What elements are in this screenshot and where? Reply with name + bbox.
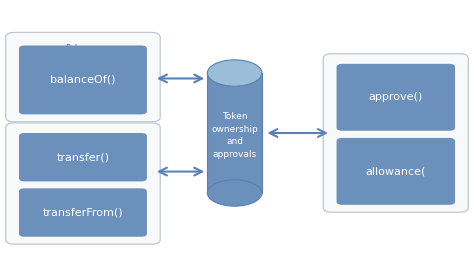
- Ellipse shape: [207, 180, 262, 206]
- FancyBboxPatch shape: [19, 133, 147, 181]
- FancyBboxPatch shape: [6, 32, 160, 122]
- FancyBboxPatch shape: [337, 138, 455, 205]
- Text: transferFrom(): transferFrom(): [43, 207, 123, 218]
- FancyBboxPatch shape: [19, 45, 147, 114]
- FancyBboxPatch shape: [6, 123, 160, 244]
- Text: Transfers: Transfers: [65, 134, 100, 143]
- Ellipse shape: [207, 60, 262, 86]
- Text: balanceOf(): balanceOf(): [50, 75, 116, 85]
- Text: Token
ownership
and
approvals: Token ownership and approvals: [211, 113, 258, 159]
- Text: Transfers: Transfers: [378, 65, 413, 74]
- Text: Balances: Balances: [66, 44, 100, 53]
- FancyBboxPatch shape: [19, 188, 147, 237]
- Text: transfer(): transfer(): [56, 152, 109, 162]
- Text: allowance(: allowance(: [365, 166, 426, 176]
- Text: approve(): approve(): [369, 92, 423, 102]
- FancyBboxPatch shape: [337, 64, 455, 131]
- FancyBboxPatch shape: [323, 54, 468, 212]
- Polygon shape: [207, 73, 262, 193]
